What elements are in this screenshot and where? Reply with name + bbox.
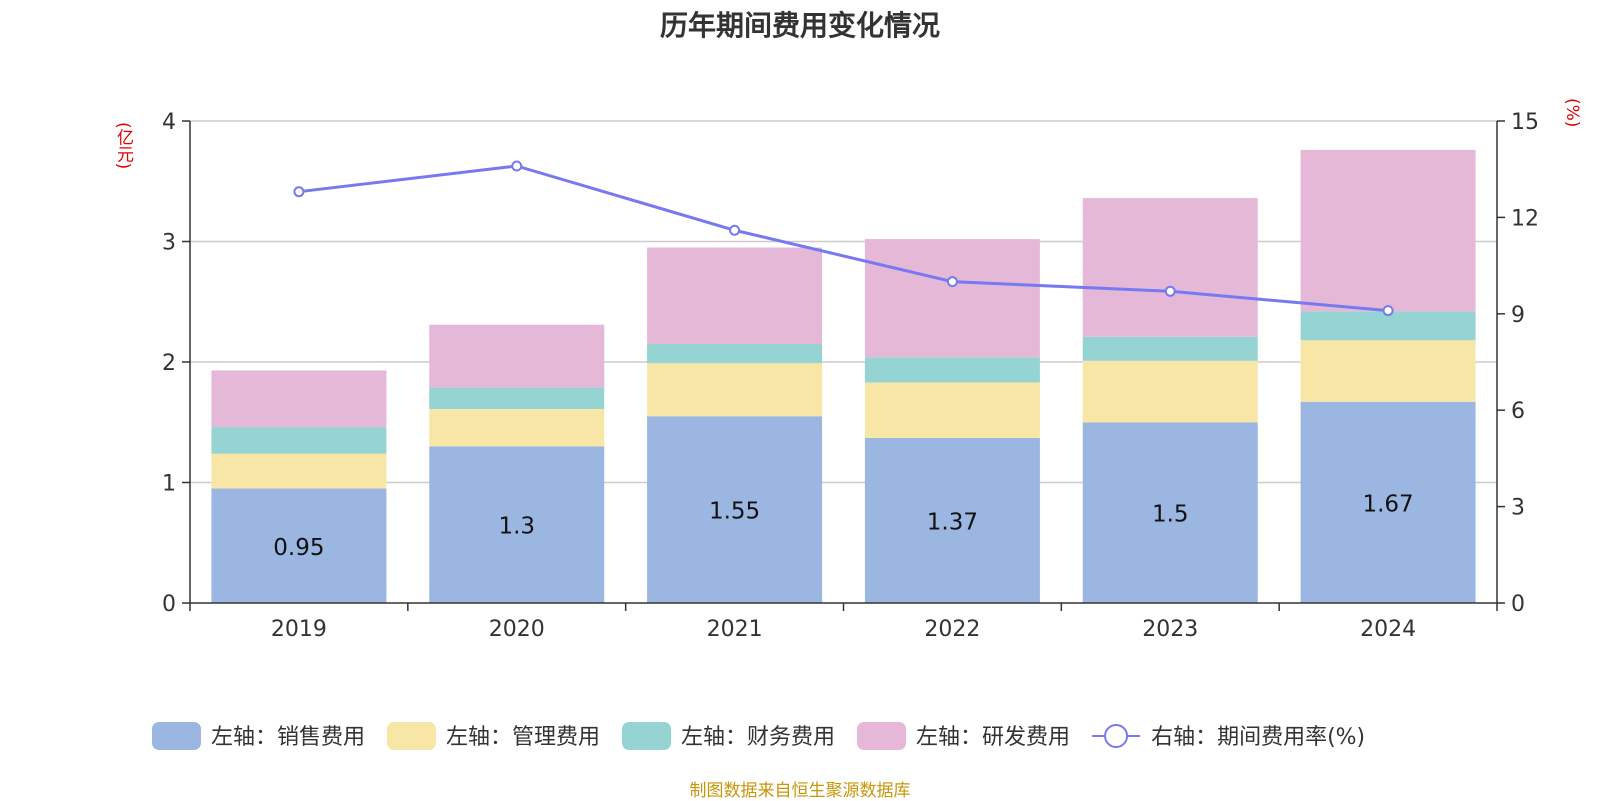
x-axis-label: 2023 — [1142, 617, 1198, 642]
bar-admin-2023 — [1082, 360, 1258, 423]
left-axis-tick-label: 1 — [162, 472, 176, 497]
bar-rnd-2020 — [429, 324, 605, 388]
right-axis-tick-label: 12 — [1511, 206, 1539, 231]
left-axis-tick-label: 3 — [162, 231, 176, 256]
bar-finance-2023 — [1082, 336, 1258, 361]
rate-point-2019 — [293, 186, 305, 198]
rate-point-2022 — [946, 276, 958, 288]
legend-swatch-admin — [387, 722, 437, 750]
bar-finance-2024 — [1300, 311, 1476, 341]
rate-line — [298, 164, 1389, 313]
right-axis-tick-label: 15 — [1511, 110, 1539, 135]
bar-finance-2021 — [647, 343, 823, 364]
legend-label-admin: 左轴：管理费用 — [446, 725, 600, 750]
bar-data-label: 1.5 — [1152, 502, 1189, 528]
rate-point-2021 — [729, 224, 741, 236]
right-axis-tick-label: 9 — [1511, 303, 1525, 328]
legend-swatch-rnd — [857, 722, 907, 750]
x-axis-label: 2024 — [1360, 617, 1416, 642]
bar-admin-2020 — [429, 408, 605, 447]
legend-label-rnd: 左轴：研发费用 — [916, 725, 1070, 750]
right-axis-unit: (%) — [1562, 98, 1582, 128]
legend-label-sales: 左轴：销售费用 — [211, 725, 365, 750]
rate-point-2023 — [1164, 285, 1176, 297]
x-axis-label: 2019 — [271, 617, 327, 642]
bar-data-label: 1.3 — [498, 514, 535, 540]
legend-label-finance: 左轴：财务费用 — [681, 725, 835, 750]
x-axis-label: 2022 — [924, 617, 980, 642]
bar-data-label: 0.95 — [273, 535, 324, 561]
left-axis-tick-label: 0 — [162, 592, 176, 617]
bar-data-label: 1.55 — [709, 499, 760, 525]
bar-data-label: 1.67 — [1362, 491, 1413, 517]
bar-sales-2022 — [864, 437, 1040, 603]
left-axis-tick-label: 4 — [162, 110, 176, 135]
bar-finance-2020 — [429, 387, 605, 409]
bar-data-label: 1.37 — [927, 509, 978, 535]
right-axis-tick-label: 0 — [1511, 592, 1525, 617]
bar-rnd-2024 — [1300, 149, 1476, 312]
bar-sales-2019 — [211, 488, 387, 603]
rate-point-2024 — [1382, 305, 1394, 317]
bar-admin-2021 — [647, 363, 823, 417]
bar-admin-2022 — [864, 382, 1040, 438]
legend-label-rate: 右轴：期间费用率(%) — [1151, 725, 1365, 750]
bar-rnd-2023 — [1082, 198, 1258, 337]
x-axis-label: 2021 — [707, 617, 763, 642]
bar-admin-2024 — [1300, 340, 1476, 402]
bar-rnd-2022 — [864, 239, 1040, 358]
bar-rnd-2019 — [211, 370, 387, 428]
bar-rnd-2021 — [647, 247, 823, 344]
data-source-note: 制图数据来自恒生聚源数据库 — [689, 781, 911, 801]
bar-sales-2021 — [647, 416, 823, 603]
right-axis-tick-label: 6 — [1511, 399, 1525, 424]
bar-finance-2019 — [211, 427, 387, 454]
left-axis-tick-label: 2 — [162, 351, 176, 376]
bar-finance-2022 — [864, 357, 1040, 383]
legend-swatch-sales — [152, 722, 201, 750]
left-axis-unit: (亿元) — [113, 122, 133, 170]
right-axis-tick-label: 3 — [1511, 496, 1525, 521]
legend-swatch-finance — [622, 722, 672, 750]
chart-title: 历年期间费用变化情况 — [659, 9, 940, 42]
x-axis-label: 2020 — [489, 617, 545, 642]
bar-sales-2024 — [1300, 401, 1476, 603]
bar-admin-2019 — [211, 453, 387, 489]
rate-point-2020 — [511, 160, 523, 172]
legend-line-marker — [1104, 724, 1129, 748]
bar-sales-2023 — [1082, 422, 1258, 603]
bar-sales-2020 — [429, 446, 605, 603]
